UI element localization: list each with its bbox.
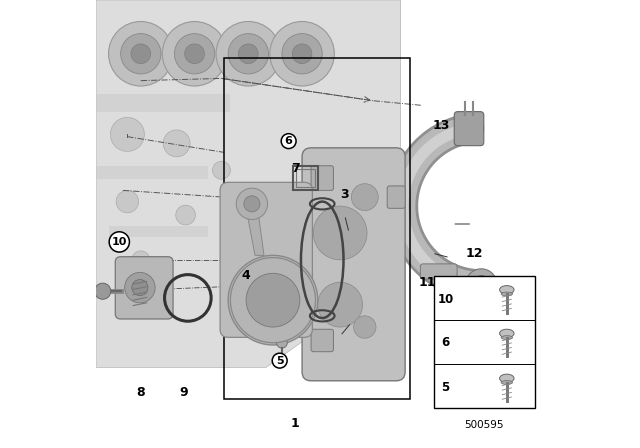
Circle shape [216,22,280,86]
Circle shape [244,196,260,212]
Text: 8: 8 [136,385,145,399]
Polygon shape [246,206,264,255]
FancyBboxPatch shape [387,186,405,208]
Bar [435,276,535,408]
Text: 10: 10 [437,293,454,306]
Circle shape [116,190,138,213]
Circle shape [95,283,111,299]
Circle shape [110,117,145,151]
Circle shape [472,276,490,293]
Circle shape [292,44,312,64]
Circle shape [132,280,148,296]
Ellipse shape [501,381,513,384]
Circle shape [163,130,190,157]
Text: 4: 4 [242,269,250,282]
FancyBboxPatch shape [454,112,484,146]
Circle shape [260,287,287,314]
FancyBboxPatch shape [311,329,333,352]
FancyBboxPatch shape [115,257,173,319]
Circle shape [230,258,316,343]
Circle shape [131,44,150,64]
Circle shape [282,34,323,74]
Text: 3: 3 [340,188,349,202]
Circle shape [236,188,268,220]
Bar [296,169,315,187]
Text: 5: 5 [442,381,449,394]
Circle shape [446,326,460,340]
Bar [223,58,410,399]
Circle shape [465,269,497,300]
Circle shape [125,272,155,303]
Bar [96,94,230,112]
Bar [109,226,208,237]
Text: 11: 11 [419,276,436,289]
Text: 10: 10 [111,237,127,247]
Ellipse shape [501,336,513,340]
Circle shape [317,282,362,327]
Polygon shape [96,0,401,367]
Circle shape [246,273,300,327]
Circle shape [185,44,204,64]
Circle shape [109,22,173,86]
Ellipse shape [501,292,513,296]
Text: 1: 1 [291,417,300,430]
Circle shape [270,22,334,86]
Circle shape [228,255,317,345]
FancyBboxPatch shape [302,148,405,381]
Text: 500595: 500595 [464,420,503,430]
Circle shape [120,34,161,74]
Ellipse shape [500,329,514,338]
Ellipse shape [500,374,514,383]
Bar [96,166,208,179]
Bar [293,166,317,190]
Text: 12: 12 [466,246,483,260]
Text: 6: 6 [285,136,292,146]
Circle shape [212,161,230,179]
Text: 6: 6 [442,336,449,349]
Circle shape [314,206,367,260]
FancyBboxPatch shape [311,166,333,190]
Circle shape [163,22,227,86]
Circle shape [132,251,150,269]
Text: 2: 2 [275,352,284,365]
Circle shape [351,184,378,211]
Text: 13: 13 [432,119,450,132]
Circle shape [239,44,258,64]
Ellipse shape [500,286,514,294]
Circle shape [228,34,269,74]
Circle shape [276,337,287,348]
Text: 5: 5 [276,356,284,366]
FancyBboxPatch shape [420,264,457,279]
Text: 9: 9 [179,385,188,399]
FancyBboxPatch shape [220,182,312,337]
Circle shape [244,271,302,329]
Circle shape [176,205,195,225]
Text: 7: 7 [291,161,300,175]
Circle shape [353,316,376,338]
Circle shape [174,34,214,74]
